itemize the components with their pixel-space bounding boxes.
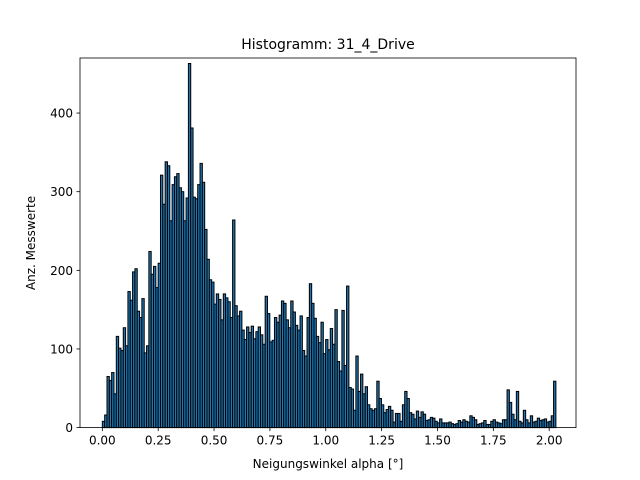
y-axis: 0 100 200 300 400: [50, 107, 80, 435]
x-tick-label: 0.75: [257, 434, 284, 448]
plot-frame: [79, 57, 577, 429]
y-tick-label: 400: [50, 107, 73, 121]
histogram-bar: [553, 380, 557, 429]
chart-title: Histogramm: 31_4_Drive: [241, 37, 414, 53]
x-tick-label: 0.25: [145, 434, 172, 448]
x-tick-label: 0.50: [201, 434, 228, 448]
y-tick-label: 0: [65, 421, 73, 435]
y-tick-label: 300: [50, 185, 73, 199]
x-tick-label: 1.75: [480, 434, 507, 448]
y-tick-label: 200: [50, 264, 73, 278]
x-tick-label: 1.25: [368, 434, 395, 448]
y-axis-label: Anz. Messwerte: [24, 196, 38, 290]
x-axis-label: Neigungswinkel alpha [°]: [253, 457, 404, 471]
x-tick-label: 1.00: [312, 434, 339, 448]
x-tick-label: 2.00: [536, 434, 563, 448]
y-tick-label: 100: [50, 342, 73, 356]
x-tick-label: 0.00: [89, 434, 116, 448]
x-axis: 0.00 0.25 0.50 0.75 1.00 1.25 1.50 1.75 2.00: [89, 427, 563, 448]
x-tick-label: 1.50: [424, 434, 451, 448]
